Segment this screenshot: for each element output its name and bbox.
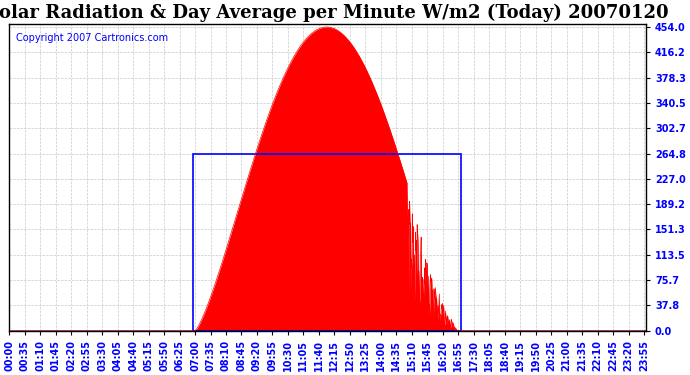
Text: Copyright 2007 Cartronics.com: Copyright 2007 Cartronics.com <box>16 33 168 43</box>
Title: Solar Radiation & Day Average per Minute W/m2 (Today) 20070120: Solar Radiation & Day Average per Minute… <box>0 4 669 22</box>
